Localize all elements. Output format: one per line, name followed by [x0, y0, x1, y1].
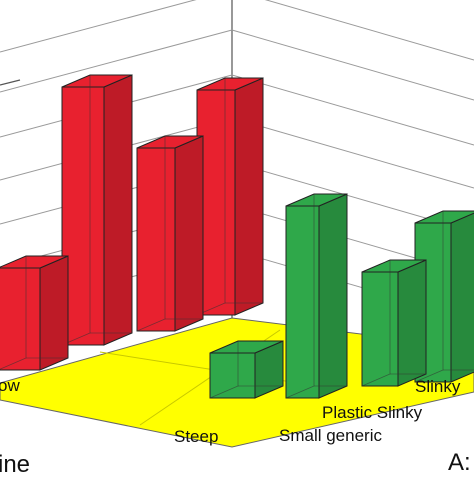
- bar-series0-3: [0, 255, 69, 371]
- bar-top-face: [196, 77, 264, 91]
- bar-side-face: [450, 212, 474, 383]
- bar-side-face: [318, 193, 348, 399]
- row-label-ow: ow: [0, 376, 20, 395]
- axis-title-right-fragment: A:: [448, 449, 471, 474]
- bar-series0-2: [61, 74, 133, 346]
- gridline-left-wall: [0, 29, 233, 93]
- col-label-slinky: Slinky: [415, 377, 461, 396]
- bar-side-face: [39, 255, 69, 371]
- bar-side-face: [174, 135, 204, 332]
- bar-series1-6: [285, 193, 348, 399]
- gridline-right-wall: [264, 0, 474, 61]
- bar-side-face: [234, 77, 264, 316]
- bar-side-face: [397, 259, 427, 387]
- bar-front-face: [361, 271, 399, 387]
- gridline-right-wall: [231, 74, 474, 146]
- bar-top-face: [361, 259, 427, 273]
- bars: [0, 74, 474, 399]
- bar-side-face: [103, 74, 133, 346]
- bar-top-face: [414, 210, 474, 224]
- bar-front-face: [0, 267, 41, 371]
- gridline-right-wall: [231, 29, 474, 101]
- row-label-steep: Steep: [174, 427, 218, 446]
- bar-series1-7: [209, 340, 284, 399]
- left-wall-edge: [0, 79, 21, 86]
- bar-top-face: [136, 135, 204, 149]
- bar-front-face: [61, 86, 105, 346]
- bar-front-face: [136, 147, 176, 332]
- gridline-right-wall: [231, 117, 474, 189]
- gridline-left-wall: [0, 0, 197, 53]
- bar-series1-5: [361, 259, 427, 387]
- col-label-plastic-slinky: Plastic Slinky: [322, 403, 423, 422]
- bar-series0-1: [136, 135, 204, 332]
- bar-series0-0: [196, 77, 264, 316]
- axis-title-left-fragment: ine: [0, 451, 30, 474]
- bar-front-face: [209, 352, 256, 399]
- bar-front-face: [285, 205, 320, 399]
- col-label-small-generic: Small generic: [279, 426, 382, 445]
- bar-top-face: [209, 340, 284, 354]
- bar-top-face: [285, 193, 348, 207]
